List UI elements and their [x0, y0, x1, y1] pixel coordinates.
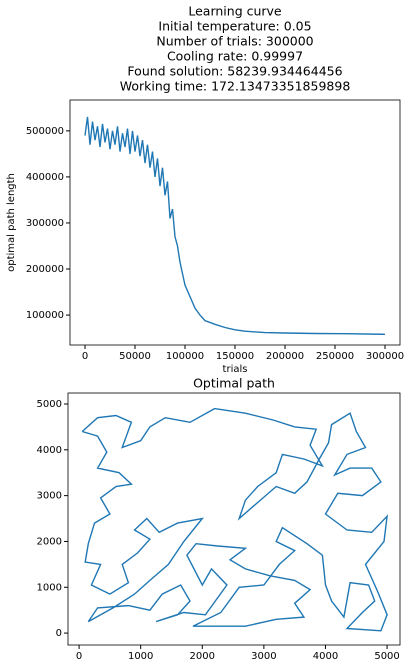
x-tick-label: 2000: [190, 651, 215, 662]
x-tick-label: 1000: [128, 651, 153, 662]
axes-frame: [69, 99, 401, 346]
x-tick-label: 250000: [316, 351, 354, 362]
chart-title: Learning curve: [188, 4, 282, 19]
chart-subtitle: Working time: 172.13473351859898: [120, 79, 351, 94]
x-tick-label: 3000: [251, 651, 276, 662]
y-tick-label: 500000: [26, 126, 64, 137]
chart-subtitle: Number of trials: 300000: [156, 34, 313, 49]
y-tick-label: 4000: [37, 445, 62, 456]
data-line: [81, 407, 389, 632]
y-tick-label: 1000: [37, 582, 62, 593]
axes-frame: [67, 392, 401, 646]
x-axis-label: trials: [223, 364, 248, 375]
x-tick-label: 300000: [366, 351, 404, 362]
x-tick-label: 0: [76, 651, 82, 662]
y-tick-label: 300000: [26, 218, 64, 229]
y-tick-label: 2000: [37, 536, 62, 547]
x-tick-label: 50000: [119, 351, 151, 362]
x-tick-label: 5000: [374, 651, 399, 662]
chart-subtitle: Initial temperature: 0.05: [158, 19, 311, 34]
data-line: [84, 116, 386, 335]
y-tick-label: 0: [56, 628, 62, 639]
y-tick-label: 5000: [37, 399, 62, 410]
chart-subtitle: Found solution: 58239.934464456: [127, 64, 342, 79]
x-tick-label: 200000: [266, 351, 304, 362]
x-tick-label: 150000: [216, 351, 254, 362]
chart-subtitle: Cooling rate: 0.99997: [167, 49, 303, 64]
y-tick-label: 100000: [26, 310, 64, 321]
x-tick-label: 4000: [313, 651, 338, 662]
y-tick-label: 400000: [26, 172, 64, 183]
y-tick-label: 3000: [37, 491, 62, 502]
x-tick-label: 100000: [166, 351, 204, 362]
x-tick-label: 0: [82, 351, 88, 362]
y-tick-label: 200000: [26, 264, 64, 275]
chart-title: Optimal path: [193, 376, 275, 391]
y-axis-label: optimal path length: [6, 173, 17, 272]
